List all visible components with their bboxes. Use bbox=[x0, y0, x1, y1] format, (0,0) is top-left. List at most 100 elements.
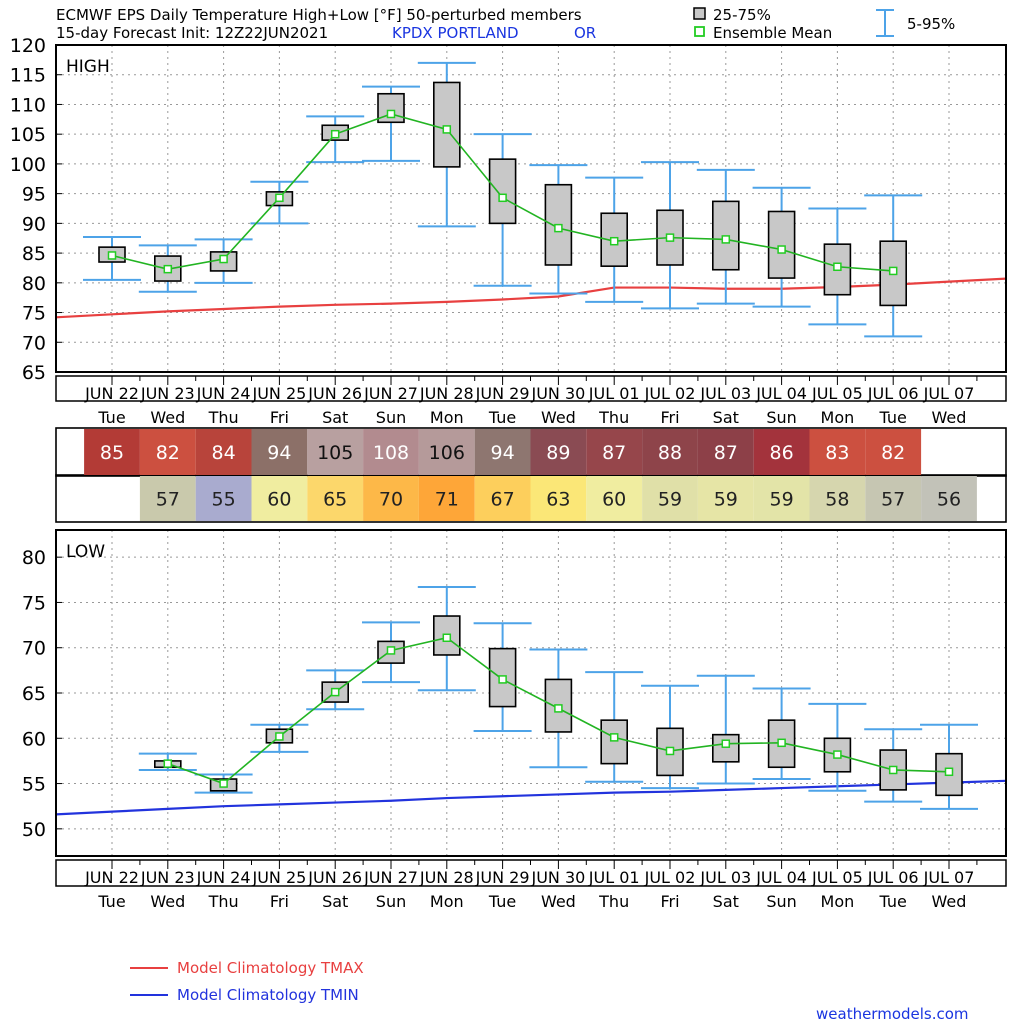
high-cell bbox=[251, 429, 308, 475]
mean-marker bbox=[609, 733, 619, 742]
low-cell bbox=[865, 476, 922, 521]
high-value: 94 bbox=[267, 442, 291, 464]
low-x-axis: JUN 22 Tue JUN 23 Wed JUN 24 Thu JUN 25 Fri JUN … bbox=[55, 859, 1007, 911]
x-date-label: JUL 06 bbox=[867, 868, 919, 887]
y-tick-label: 65 bbox=[22, 683, 46, 705]
high-value: 86 bbox=[770, 442, 794, 464]
x-day-label: Sat bbox=[322, 408, 348, 427]
low-cell bbox=[139, 476, 196, 521]
x-date-label: JUL 07 bbox=[923, 868, 975, 887]
y-tick-label: 70 bbox=[22, 332, 46, 354]
low-value: 60 bbox=[267, 489, 291, 511]
low-cell bbox=[753, 476, 810, 521]
high-y-axis: 65 70 75 80 85 90 95 100 105 110 115 120 bbox=[10, 35, 62, 384]
x-day-label: Tue bbox=[488, 892, 516, 911]
mean-marker bbox=[665, 233, 675, 242]
mean-marker bbox=[219, 779, 228, 788]
x-date-label: JUN 29 bbox=[475, 384, 530, 403]
legend-mean-label: Ensemble Mean bbox=[713, 24, 832, 42]
summary-table: 85 82 84 94 105 108 106 94 89 87 88 87 86 83 82 57 55 60 6… bbox=[55, 427, 1007, 523]
high-value: 108 bbox=[373, 442, 409, 464]
low-cell bbox=[642, 476, 698, 521]
mean-marker bbox=[498, 675, 507, 684]
y-tick-label: 75 bbox=[22, 592, 46, 614]
low-value: 67 bbox=[491, 489, 515, 511]
x-day-label: Thu bbox=[208, 892, 239, 911]
low-cell bbox=[697, 476, 754, 521]
mean-marker bbox=[554, 223, 563, 233]
y-tick-label: 80 bbox=[22, 547, 46, 569]
x-date-label: JUL 05 bbox=[811, 384, 863, 403]
high-cell bbox=[474, 429, 531, 475]
mean-marker bbox=[721, 739, 731, 748]
high-cell bbox=[195, 429, 252, 475]
y-tick-label: 75 bbox=[22, 303, 46, 325]
mean-marker bbox=[219, 254, 228, 264]
x-date-label: JUL 04 bbox=[755, 384, 807, 403]
x-day-label: Fri bbox=[270, 408, 289, 427]
low-panel-title: LOW bbox=[66, 542, 105, 562]
x-day-label: Fri bbox=[270, 892, 289, 911]
y-tick-label: 55 bbox=[22, 774, 46, 796]
low-value: 58 bbox=[825, 489, 849, 511]
high-cell bbox=[753, 429, 810, 475]
x-date-label: JUN 27 bbox=[363, 868, 418, 887]
mean-marker bbox=[721, 235, 731, 244]
x-day-label: Fri bbox=[660, 408, 679, 427]
legend-box-icon bbox=[693, 7, 706, 20]
high-cell bbox=[530, 429, 587, 475]
x-date-label: JUL 01 bbox=[588, 384, 640, 403]
x-date-label: JUN 29 bbox=[475, 868, 530, 887]
x-day-label: Wed bbox=[541, 892, 576, 911]
high-cell bbox=[139, 429, 196, 475]
y-tick-label: 80 bbox=[22, 273, 46, 295]
high-cell bbox=[418, 429, 475, 475]
high-value: 87 bbox=[714, 442, 738, 464]
x-date-label: JUN 23 bbox=[140, 384, 195, 403]
low-value: 55 bbox=[212, 489, 236, 511]
high-value: 82 bbox=[156, 442, 180, 464]
high-panel-title: HIGH bbox=[66, 57, 110, 77]
y-tick-label: 120 bbox=[10, 35, 46, 57]
x-day-label: Sun bbox=[376, 892, 406, 911]
x-date-label: JUN 25 bbox=[251, 384, 306, 403]
low-cell bbox=[586, 476, 643, 521]
high-cell bbox=[642, 429, 698, 475]
x-day-label: Mon bbox=[430, 408, 464, 427]
high-cell bbox=[697, 429, 754, 475]
credit-link[interactable]: weathermodels.com bbox=[816, 1005, 969, 1023]
x-date-label: JUL 03 bbox=[699, 868, 751, 887]
x-day-label: Wed bbox=[932, 892, 967, 911]
station-name: KPDX PORTLAND bbox=[392, 24, 519, 42]
x-day-label: Tue bbox=[879, 408, 907, 427]
x-day-label: Sat bbox=[713, 408, 739, 427]
high-cell bbox=[586, 429, 643, 475]
high-value: 105 bbox=[317, 442, 353, 464]
low-value: 65 bbox=[323, 489, 347, 511]
x-date-label: JUL 04 bbox=[755, 868, 807, 887]
x-date-label: JUL 02 bbox=[644, 384, 696, 403]
legend-box-label: 25-75% bbox=[713, 6, 771, 24]
x-date-label: JUN 23 bbox=[140, 868, 195, 887]
x-day-label: Mon bbox=[430, 892, 464, 911]
mean-marker bbox=[888, 765, 898, 775]
x-date-label: JUN 27 bbox=[363, 384, 418, 403]
low-value: 56 bbox=[937, 489, 961, 511]
station-state: OR bbox=[574, 24, 596, 42]
x-date-label: JUN 30 bbox=[530, 384, 585, 403]
y-tick-label: 50 bbox=[22, 819, 46, 841]
x-date-label: JUL 06 bbox=[867, 384, 919, 403]
x-date-label: JUN 24 bbox=[196, 868, 251, 887]
high-value: 94 bbox=[491, 442, 515, 464]
high-climatology bbox=[55, 277, 1007, 319]
x-day-label: Tue bbox=[97, 892, 125, 911]
high-cell bbox=[363, 429, 419, 475]
low-cell bbox=[474, 476, 531, 521]
mean-marker bbox=[275, 732, 284, 741]
mean-marker bbox=[944, 767, 954, 777]
low-value: 71 bbox=[435, 489, 459, 511]
low-cell bbox=[251, 476, 308, 521]
legend-mean-icon bbox=[694, 26, 705, 37]
x-day-label: Wed bbox=[541, 408, 576, 427]
low-value: 59 bbox=[714, 489, 738, 511]
